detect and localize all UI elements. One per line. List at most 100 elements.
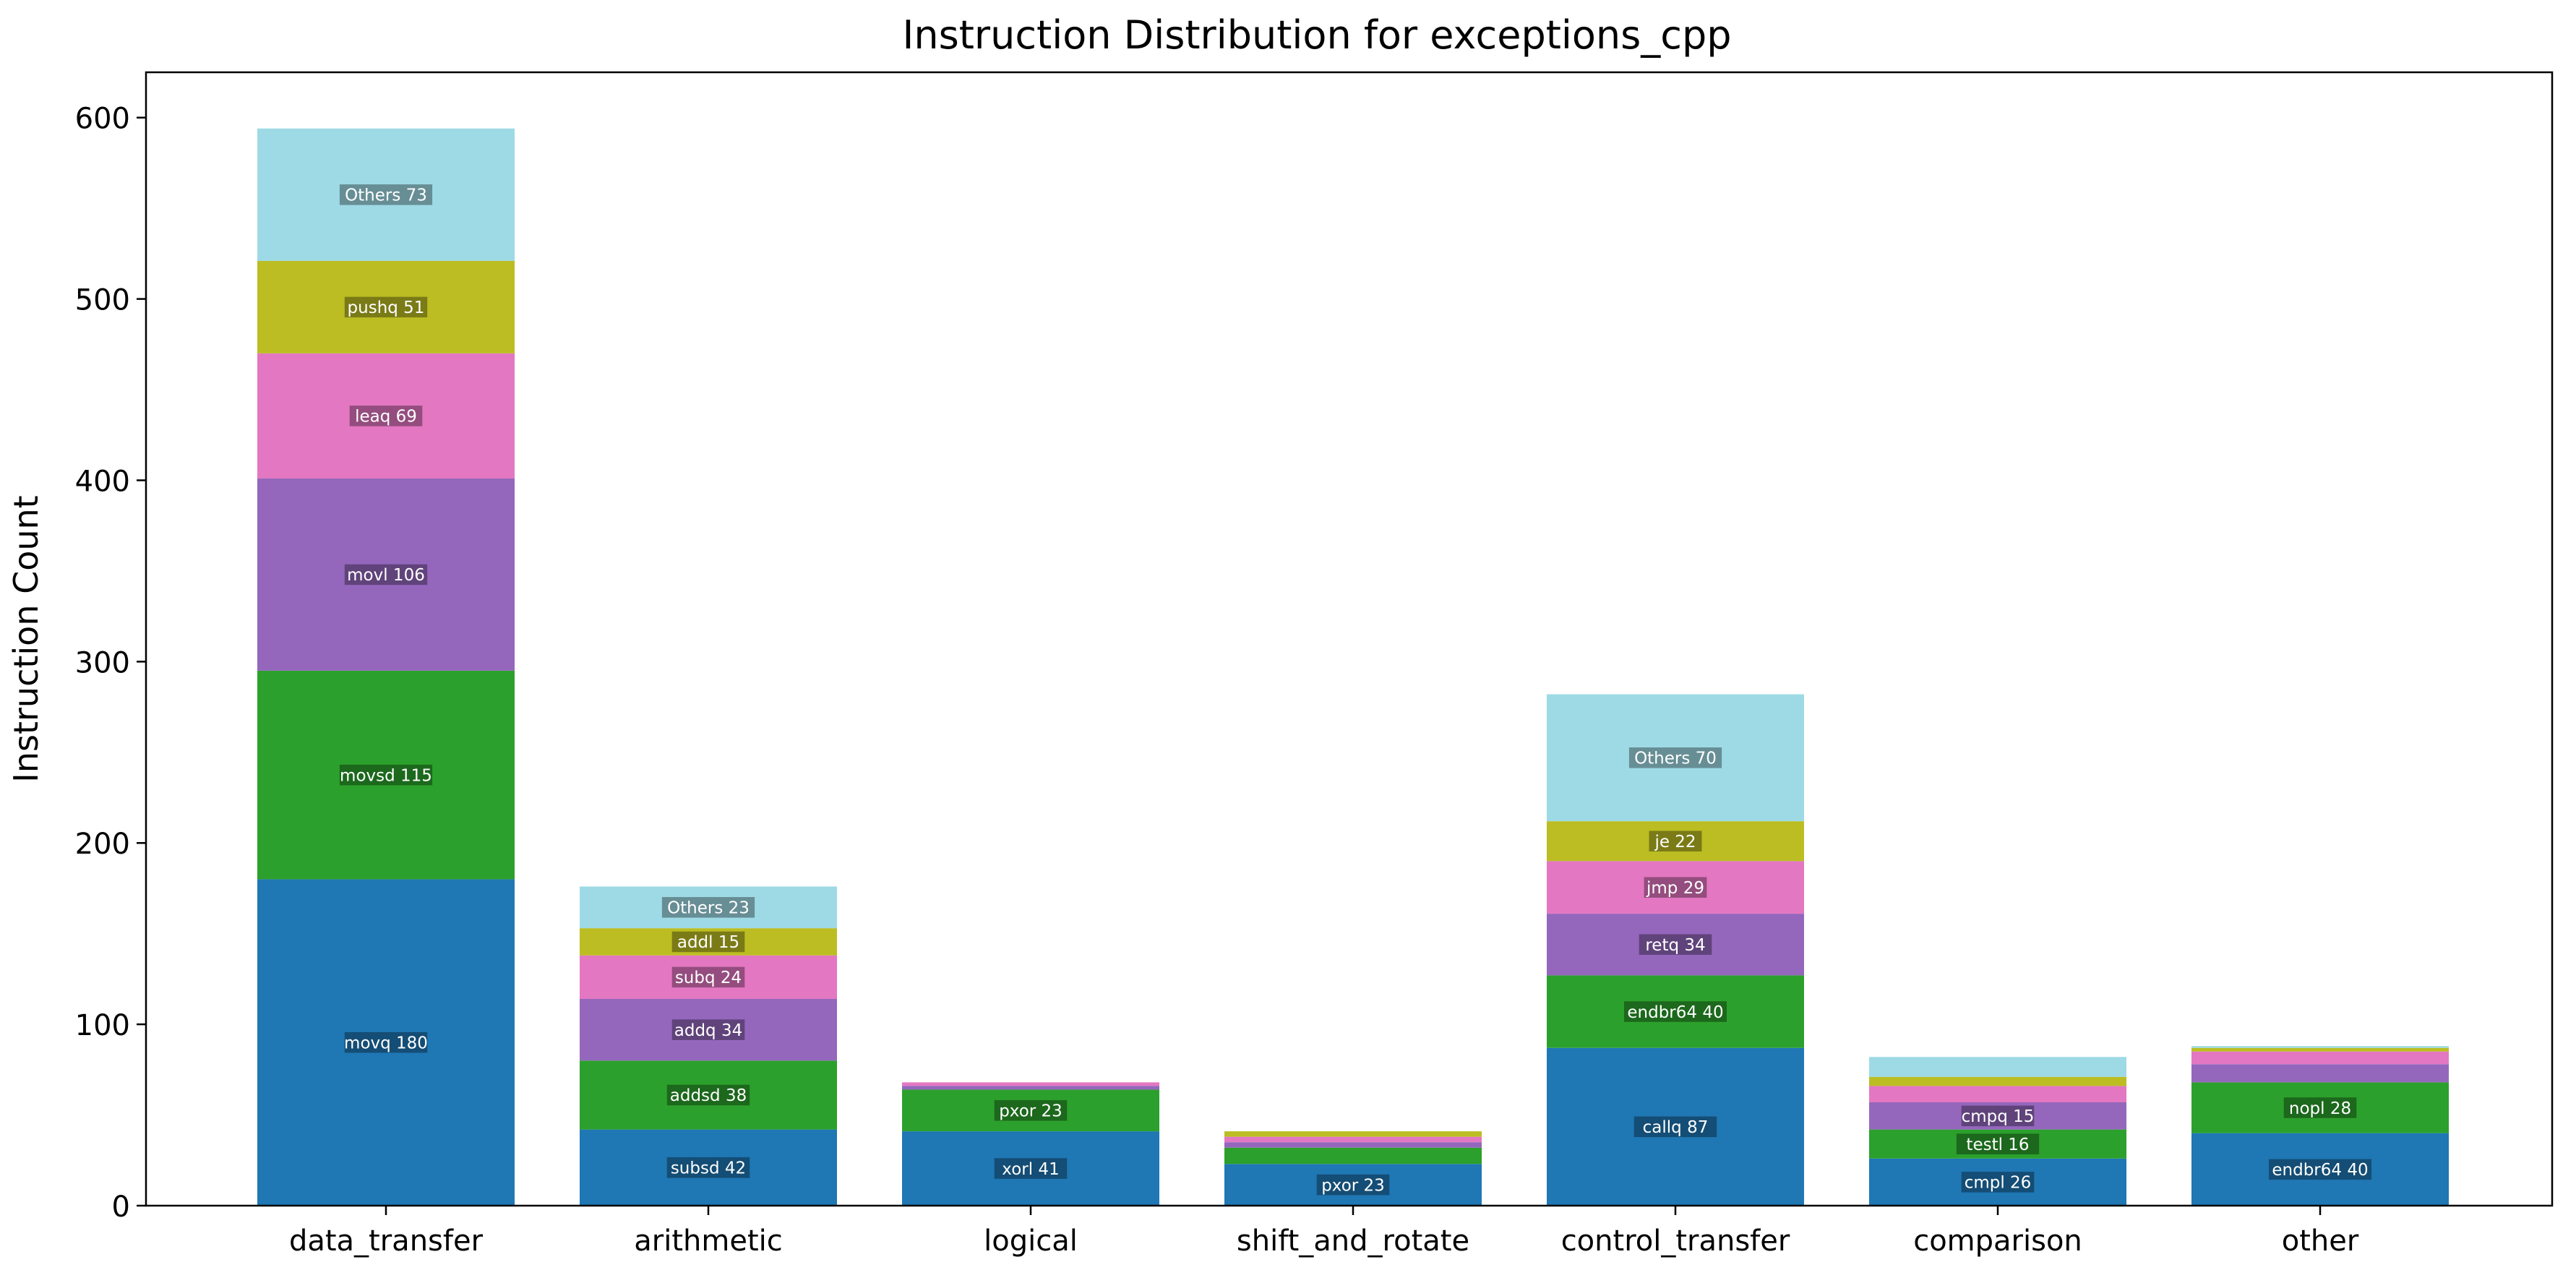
y-tick-label: 400 — [75, 465, 130, 498]
segment-label-box — [666, 1157, 750, 1178]
segment-label-box — [1639, 934, 1712, 955]
y-tick-label: 0 — [112, 1190, 130, 1224]
segment-label: testl 16 — [1966, 1136, 2029, 1154]
segment-label: subq 24 — [675, 969, 742, 987]
segment-label-box — [1649, 831, 1702, 851]
bar-segment-comparison-1 — [1869, 1129, 2126, 1159]
bar-segment-other-5 — [2191, 1046, 2449, 1048]
segment-label: movsd 115 — [340, 766, 432, 785]
bar-segment-data_transfer-3 — [257, 353, 515, 479]
y-axis: 0 100 200 300 400 500 600 — [75, 103, 146, 1224]
x-tick-label: control_transfer — [1561, 1224, 1790, 1258]
bar-segment-arithmetic-1 — [580, 1060, 837, 1130]
bar-segment-arithmetic-0 — [580, 1129, 837, 1206]
segment-label: Others 70 — [1634, 750, 1717, 768]
segment-label: xorl 41 — [1002, 1160, 1059, 1179]
segment-label: pushq 51 — [348, 299, 425, 317]
bar-segment-comparison-4 — [1869, 1076, 2126, 1086]
bar-layer — [257, 128, 2449, 1206]
segment-label-box — [349, 406, 423, 426]
segment-label-box — [2283, 1097, 2357, 1118]
segment-label-box — [344, 296, 428, 318]
bar-segment-other-1 — [2191, 1082, 2449, 1133]
bar-segment-comparison-0 — [1869, 1158, 2126, 1206]
segment-label: je 22 — [1654, 833, 1696, 851]
segment-label-box — [671, 931, 745, 953]
segment-label: callq 87 — [1643, 1118, 1709, 1137]
segment-label-box — [994, 1100, 1068, 1121]
segment-label: jmp 29 — [1646, 879, 1704, 898]
segment-label: cmpl 26 — [1965, 1174, 2032, 1193]
bar-segment-control_transfer-5 — [1547, 694, 1804, 822]
bar-segment-control_transfer-2 — [1547, 914, 1804, 976]
segment-label: pxor 23 — [999, 1102, 1062, 1121]
segment-label: movq 180 — [344, 1034, 428, 1052]
bar-segment-arithmetic-4 — [580, 928, 837, 956]
segment-label-box — [666, 1084, 750, 1106]
y-tick-label: 300 — [75, 646, 130, 679]
bar-segment-comparison-3 — [1869, 1086, 2126, 1102]
segment-label: endbr64 40 — [2272, 1161, 2368, 1180]
segment-label: endbr64 40 — [1627, 1003, 1723, 1022]
bar-segment-data_transfer-0 — [257, 879, 515, 1206]
segment-label-box — [994, 1158, 1068, 1179]
y-tick-label: 200 — [75, 828, 130, 861]
segment-label-box — [344, 1031, 428, 1053]
segment-label-box — [1316, 1174, 1390, 1196]
y-axis-label: Instruction Count — [7, 495, 46, 782]
segment-label: leaq 69 — [355, 408, 417, 426]
x-tick-label: shift_and_rotate — [1237, 1224, 1469, 1258]
segment-label-box — [671, 1019, 745, 1040]
bar-segment-arithmetic-3 — [580, 955, 837, 999]
bar-segment-logical-1 — [902, 1089, 1159, 1132]
bar-segment-arithmetic-2 — [580, 998, 837, 1061]
bar-segment-other-2 — [2191, 1064, 2449, 1083]
bar-segment-control_transfer-4 — [1547, 821, 1804, 862]
segment-label-box — [1633, 1116, 1717, 1138]
bar-segment-shift_and_rotate-1 — [1224, 1147, 1482, 1164]
y-tick-label: 500 — [75, 284, 130, 317]
segment-label: addq 34 — [674, 1021, 742, 1040]
x-tick-label: data_transfer — [289, 1224, 484, 1258]
bar-segment-shift_and_rotate-0 — [1224, 1164, 1482, 1206]
bar-segment-shift_and_rotate-3 — [1224, 1136, 1482, 1143]
segment-label-box — [1628, 747, 1722, 768]
segment-label-box — [1624, 1001, 1727, 1022]
bar-segment-data_transfer-5 — [257, 128, 515, 261]
chart-title: Instruction Distribution for exceptions_… — [902, 12, 1731, 58]
x-tick-label: other — [2282, 1224, 2359, 1258]
bar-segment-control_transfer-1 — [1547, 975, 1804, 1048]
segment-label: addl 15 — [677, 933, 739, 952]
segment-label: Others 73 — [345, 186, 427, 205]
bar-segment-data_transfer-2 — [257, 478, 515, 671]
bar-segment-other-3 — [2191, 1051, 2449, 1065]
segment-label: Others 23 — [667, 899, 750, 918]
bar-segment-other-4 — [2191, 1047, 2449, 1052]
bar-segment-data_transfer-1 — [257, 670, 515, 880]
x-axis: data_transfer arithmetic logical shift_and_… — [289, 1206, 2359, 1258]
segment-label: cmpq 15 — [1962, 1107, 2035, 1126]
plot-frame — [145, 71, 2554, 1207]
x-tick-label: comparison — [1913, 1224, 2082, 1258]
y-tick-label: 600 — [75, 103, 130, 136]
segment-label: nopl 28 — [2289, 1099, 2351, 1118]
bar-segment-comparison-5 — [1869, 1057, 2126, 1077]
bar-segment-logical-3 — [902, 1082, 1159, 1086]
segment-label-box — [1956, 1133, 2040, 1154]
y-tick-label: 100 — [75, 1009, 130, 1042]
segment-label-box — [339, 184, 433, 205]
segment-label: movl 106 — [347, 566, 425, 585]
segment-label-box — [661, 897, 755, 918]
segment-label-box — [1644, 877, 1707, 898]
bar-segment-control_transfer-0 — [1547, 1047, 1804, 1206]
segment-label-box — [2269, 1159, 2371, 1180]
x-tick-label: logical — [984, 1224, 1078, 1258]
bar-segment-comparison-2 — [1869, 1102, 2126, 1130]
segment-label: addsd 38 — [670, 1086, 747, 1105]
bar-segment-shift_and_rotate-2 — [1224, 1142, 1482, 1148]
bar-segment-shift_and_rotate-4 — [1224, 1131, 1482, 1137]
segment-label: subsd 42 — [671, 1159, 746, 1178]
segment-label-box — [344, 564, 428, 585]
